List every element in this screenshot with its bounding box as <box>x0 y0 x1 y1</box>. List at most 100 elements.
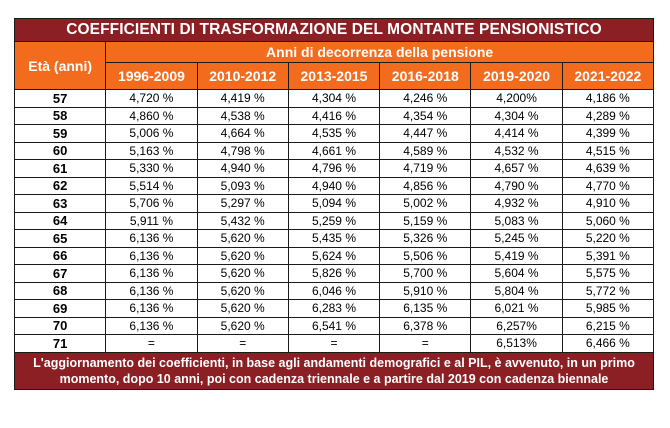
coefficient-cell: 6,378 % <box>379 316 472 335</box>
coefficient-cell: 5,706 % <box>105 194 198 213</box>
coefficient-cell: 5,620 % <box>196 281 289 300</box>
coefficient-cell: 5,620 % <box>196 316 289 335</box>
coefficient-cell: 5,330 % <box>105 159 198 178</box>
table-row: 60 5,163 % 4,798 % 4,661 % 4,589 % 4,532 % 4,5… <box>13 141 655 160</box>
coefficient-cell: 4,246 % <box>379 89 472 108</box>
coefficient-cell: 4,661 % <box>287 141 381 160</box>
table-row: 58 4,860 % 4,538 % 4,416 % 4,354 % 4,304 % 4,2… <box>13 106 655 125</box>
age-cell: 67 <box>13 264 107 283</box>
age-column-header: Età (anni) <box>13 41 107 90</box>
coefficient-cell: 5,826 % <box>287 264 381 283</box>
table-title: COEFFICIENTI DI TRASFORMAZIONE DEL MONTA… <box>14 18 654 42</box>
coefficient-cell: 5,624 % <box>287 246 381 265</box>
coefficient-cell: 4,796 % <box>287 159 381 178</box>
table-row: 67 6,136 % 5,620 % 5,826 % 5,700 % 5,604 % 5,5… <box>13 264 655 283</box>
age-cell: 65 <box>13 229 107 248</box>
table-row: 64 5,911 % 5,432 % 5,259 % 5,159 % 5,083 % 5,0… <box>13 211 655 230</box>
age-cell: 57 <box>13 89 107 108</box>
coefficient-cell: 6,135 % <box>379 299 472 318</box>
coefficient-cell: 5,220 % <box>561 229 655 248</box>
coefficient-cell: 4,657 % <box>470 159 563 178</box>
age-cell: 69 <box>13 299 107 318</box>
coefficient-cell: 5,620 % <box>196 246 289 265</box>
coefficient-cell: 4,414 % <box>470 124 563 143</box>
coefficient-cell: 4,720 % <box>105 89 198 108</box>
coefficient-cell: 6,136 % <box>105 299 198 318</box>
coefficient-cell: 6,021 % <box>470 299 563 318</box>
coefficient-cell: 5,575 % <box>561 264 655 283</box>
table-row: 57 4,720 % 4,419 % 4,304 % 4,246 % 4,200% 4,18… <box>13 89 655 108</box>
coefficient-cell: 4,399 % <box>561 124 655 143</box>
coefficient-cell: 5,093 % <box>196 176 289 195</box>
coefficient-cell: 6,541 % <box>287 316 381 335</box>
table-row: 70 6,136 % 5,620 % 6,541 % 6,378 % 6,257% 6,21… <box>13 316 655 335</box>
coefficient-cell: 4,940 % <box>287 176 381 195</box>
coefficient-cell: = <box>287 334 381 353</box>
coefficient-cell: = <box>105 334 198 353</box>
age-cell: 62 <box>13 176 107 195</box>
age-cell: 59 <box>13 124 107 143</box>
coefficient-cell: 4,798 % <box>196 141 289 160</box>
coefficient-cell: 6,283 % <box>287 299 381 318</box>
coefficient-cell: 4,515 % <box>561 141 655 160</box>
coefficient-cell: 5,006 % <box>105 124 198 143</box>
coefficient-cell: 5,620 % <box>196 264 289 283</box>
table-row: 66 6,136 % 5,620 % 5,624 % 5,506 % 5,419 % 5,3… <box>13 246 655 265</box>
footnote: L'aggiornamento dei coefficienti, in bas… <box>14 351 654 390</box>
table-row: 69 6,136 % 5,620 % 6,283 % 6,135 % 6,021 % 5,9… <box>13 299 655 318</box>
coefficient-cell: 5,163 % <box>105 141 198 160</box>
period-header: 2021-2022 <box>561 62 655 90</box>
coefficient-cell: 5,432 % <box>196 211 289 230</box>
coefficient-cell: 4,932 % <box>470 194 563 213</box>
age-cell: 66 <box>13 246 107 265</box>
coefficient-cell: 4,910 % <box>561 194 655 213</box>
period-header: 1996-2009 <box>105 62 198 90</box>
age-cell: 71 <box>13 334 107 353</box>
age-cell: 60 <box>13 141 107 160</box>
coefficient-cell: 4,354 % <box>379 106 472 125</box>
table-row: 61 5,330 % 4,940 % 4,796 % 4,719 % 4,657 % 4,6… <box>13 159 655 178</box>
period-header: 2019-2020 <box>470 62 563 90</box>
coefficient-cell: 5,245 % <box>470 229 563 248</box>
coefficient-cell: 4,419 % <box>196 89 289 108</box>
age-cell: 63 <box>13 194 107 213</box>
coefficient-cell: 6,466 % <box>561 334 655 353</box>
age-cell: 70 <box>13 316 107 335</box>
coefficients-table: COEFFICIENTI DI TRASFORMAZIONE DEL MONTA… <box>13 18 655 390</box>
coefficient-cell: 5,391 % <box>561 246 655 265</box>
coefficient-cell: 4,940 % <box>196 159 289 178</box>
coefficient-cell: 4,186 % <box>561 89 655 108</box>
table-body: 57 4,720 % 4,419 % 4,304 % 4,246 % 4,200% 4,18… <box>13 89 655 353</box>
coefficient-cell: 5,083 % <box>470 211 563 230</box>
coefficient-cell: 5,419 % <box>470 246 563 265</box>
coefficient-cell: 4,289 % <box>561 106 655 125</box>
coefficient-cell: 5,804 % <box>470 281 563 300</box>
coefficient-cell: = <box>379 334 472 353</box>
coefficient-cell: 6,136 % <box>105 264 198 283</box>
coefficient-cell: 5,506 % <box>379 246 472 265</box>
coefficient-cell: 5,911 % <box>105 211 198 230</box>
table-row: 63 5,706 % 5,297 % 5,094 % 5,002 % 4,932 % 4,9… <box>13 194 655 213</box>
coefficient-cell: 6,136 % <box>105 281 198 300</box>
coefficient-cell: 4,860 % <box>105 106 198 125</box>
coefficient-cell: 5,514 % <box>105 176 198 195</box>
period-header: 2016-2018 <box>379 62 472 90</box>
coefficient-cell: 5,060 % <box>561 211 655 230</box>
age-cell: 58 <box>13 106 107 125</box>
coefficient-cell: 6,215 % <box>561 316 655 335</box>
table-row: 59 5,006 % 4,664 % 4,535 % 4,447 % 4,414 % 4,3… <box>13 124 655 143</box>
coefficient-cell: 5,297 % <box>196 194 289 213</box>
coefficient-cell: 6,046 % <box>287 281 381 300</box>
coefficient-cell: 4,664 % <box>196 124 289 143</box>
coefficient-cell: 5,094 % <box>287 194 381 213</box>
table-row: 62 5,514 % 5,093 % 4,940 % 4,856 % 4,790 % 4,7… <box>13 176 655 195</box>
coefficient-cell: 6,257% <box>470 316 563 335</box>
coefficient-cell: 4,200% <box>470 89 563 108</box>
coefficient-cell: 4,589 % <box>379 141 472 160</box>
coefficient-cell: 4,719 % <box>379 159 472 178</box>
coefficient-cell: 4,416 % <box>287 106 381 125</box>
period-header: 2013-2015 <box>287 62 381 90</box>
period-header: 2010-2012 <box>196 62 289 90</box>
coefficient-cell: 5,259 % <box>287 211 381 230</box>
coefficient-cell: = <box>196 334 289 353</box>
